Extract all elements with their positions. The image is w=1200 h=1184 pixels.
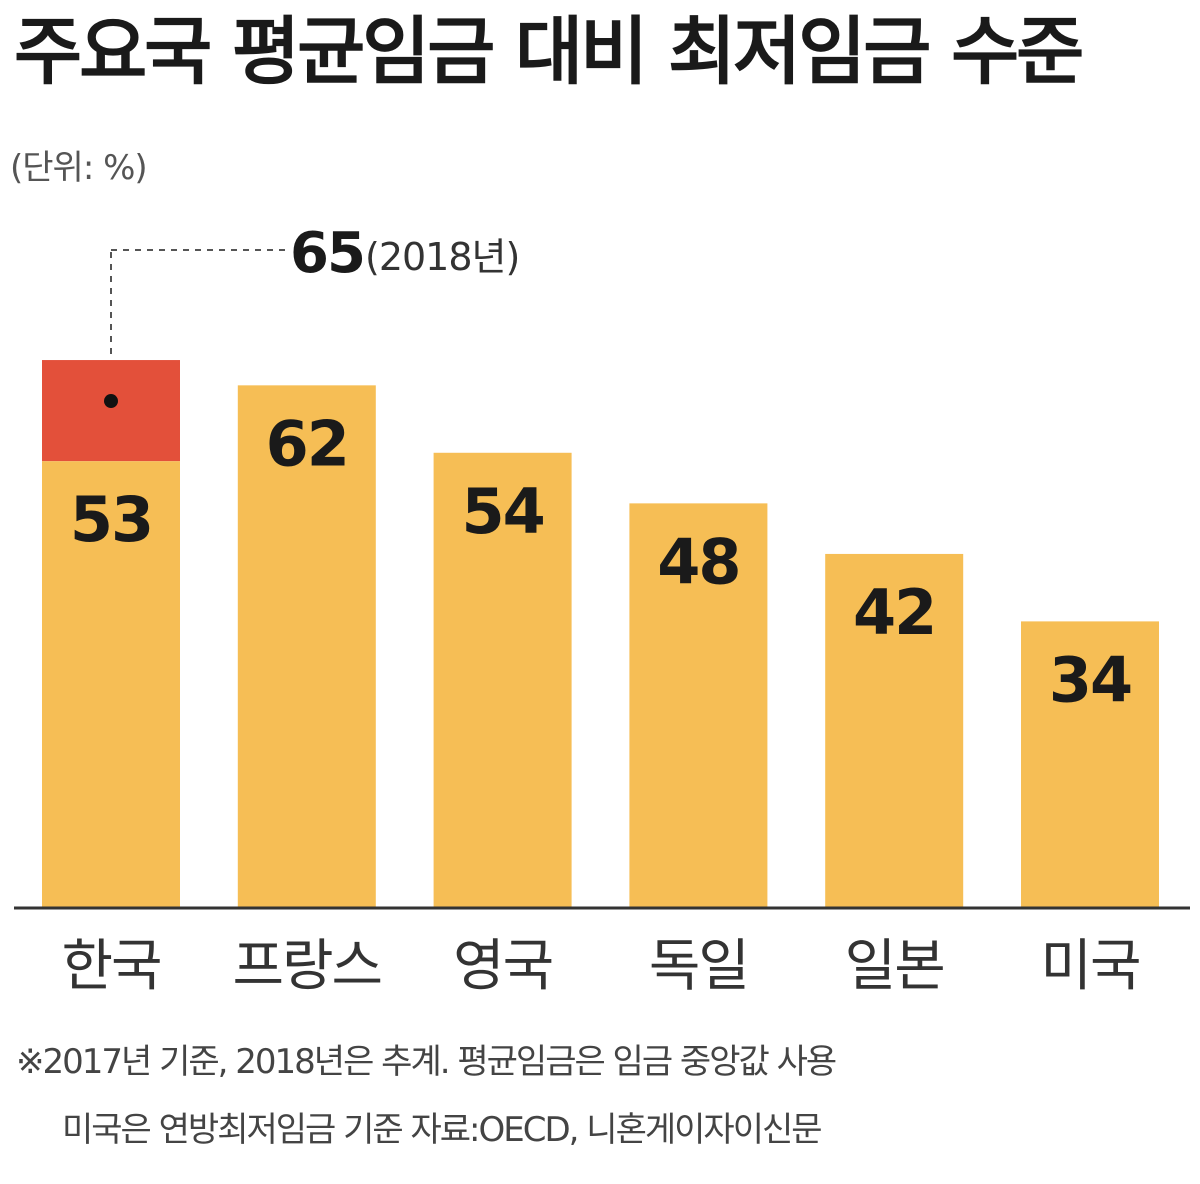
bar-1: [237, 385, 376, 909]
chart-title: 주요국 평균임금 대비 최저임금 수준: [14, 9, 1084, 95]
bar-4: [825, 553, 964, 908]
highlight-value-label: 65: [290, 221, 364, 286]
unit-label: (단위: %): [10, 148, 148, 188]
category-label-3: 독일: [649, 934, 748, 999]
bar-value-label-2: 54: [461, 475, 543, 548]
bar-2: [433, 452, 572, 908]
category-label-4: 일본: [845, 934, 944, 999]
bar-value-label-3: 48: [657, 525, 739, 598]
bar-0: [42, 461, 180, 908]
bar-value-label-4: 42: [853, 576, 935, 649]
category-label-0: 한국: [61, 934, 160, 999]
bar-5: [1021, 621, 1159, 908]
bar-3: [629, 503, 768, 908]
bar-value-label-1: 62: [266, 407, 348, 480]
highlight-year-label: (2018년): [365, 235, 519, 279]
bar-value-label-0: 53: [70, 483, 152, 556]
bar-highlight-0: [42, 360, 180, 462]
category-label-1: 프랑스: [233, 934, 382, 999]
category-label-2: 영국: [453, 934, 552, 999]
footnote-basis: ※2017년 기준, 2018년은 추계. 평균임금은 임금 중앙값 사용: [16, 1042, 837, 1082]
category-label-5: 미국: [1040, 934, 1139, 999]
highlight-dot: [104, 394, 118, 409]
bar-value-label-5: 34: [1049, 643, 1131, 716]
footnote-source: 미국은 연방최저임금 기준 자료:OECD, 니혼게이자이신문: [62, 1110, 823, 1150]
